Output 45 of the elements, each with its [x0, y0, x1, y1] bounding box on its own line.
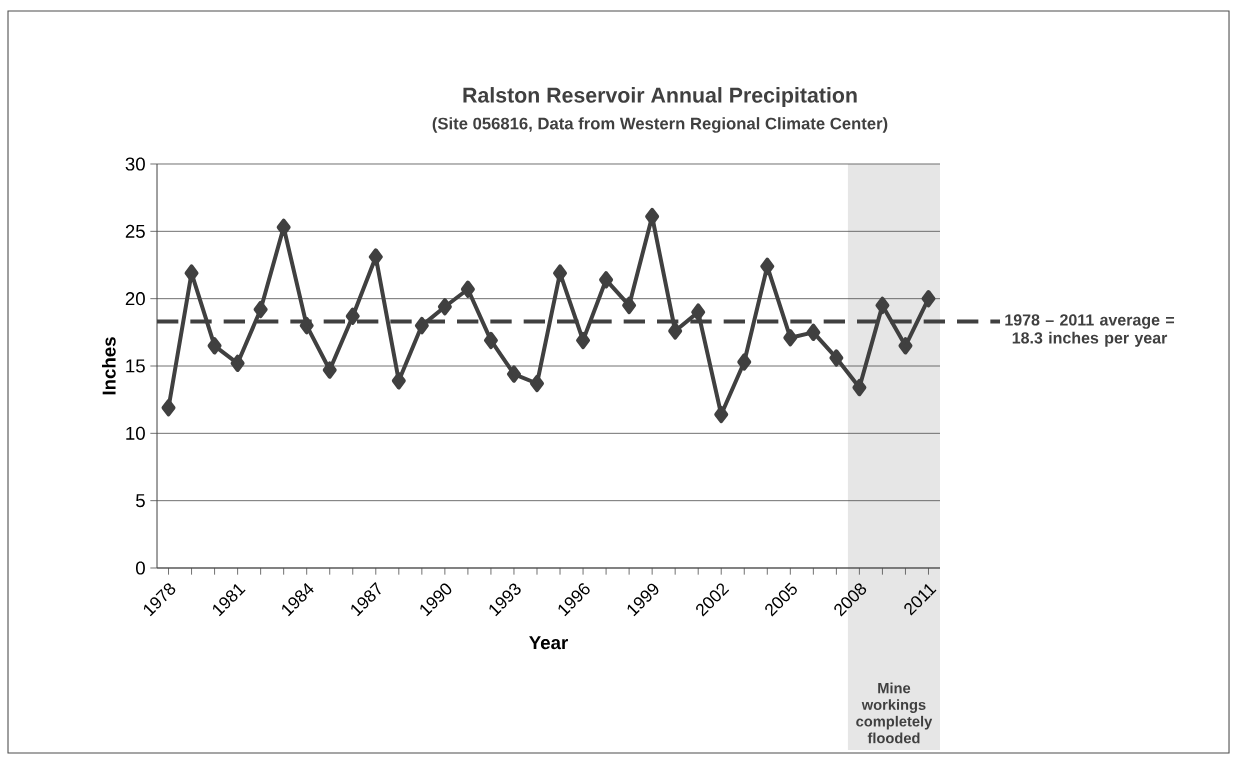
point: [576, 331, 591, 350]
point: [230, 354, 245, 372]
y-tick-label: 20: [125, 292, 145, 306]
point: [184, 264, 199, 282]
y-axis-title: Inches: [102, 337, 116, 395]
chart-subtitle: (Site 056816, Data from Western Regional Climate Center): [432, 117, 888, 133]
point: [553, 264, 568, 282]
y-tick-label: 25: [125, 224, 145, 238]
point: [345, 307, 360, 325]
point: [852, 378, 867, 397]
point: [668, 322, 683, 340]
point: [460, 280, 475, 298]
point: [483, 331, 498, 350]
point: [898, 337, 913, 355]
y-tick-label: 30: [125, 157, 145, 171]
point: [437, 298, 452, 316]
point: [599, 271, 614, 289]
ref-line-label: 1978 – 2011 average = 18.3 inches per year: [1005, 314, 1175, 347]
y-tick-label: 0: [135, 561, 145, 575]
point: [253, 300, 268, 319]
point: [921, 290, 936, 308]
x-axis-title: Year: [529, 636, 568, 650]
point: [368, 248, 383, 266]
y-tick-label: 10: [126, 426, 145, 440]
point: [737, 353, 752, 371]
point: [322, 361, 337, 379]
band-label: Mine workings completely flooded: [856, 682, 933, 744]
point: [161, 399, 176, 417]
point: [691, 303, 706, 321]
point: [714, 405, 729, 424]
point: [875, 296, 890, 315]
point: [506, 365, 521, 383]
point: [622, 296, 637, 315]
chart-title: Ralston Reservoir Annual Precipitation: [463, 87, 857, 107]
point: [391, 372, 406, 390]
point: [299, 316, 314, 335]
point: [760, 257, 775, 276]
point: [829, 349, 844, 367]
y-tick-label: 5: [136, 494, 145, 508]
y-tick-label: 15: [126, 359, 145, 373]
point: [207, 337, 222, 355]
point: [806, 323, 821, 341]
point: [783, 329, 798, 347]
point: [414, 316, 429, 335]
point: [529, 374, 544, 393]
